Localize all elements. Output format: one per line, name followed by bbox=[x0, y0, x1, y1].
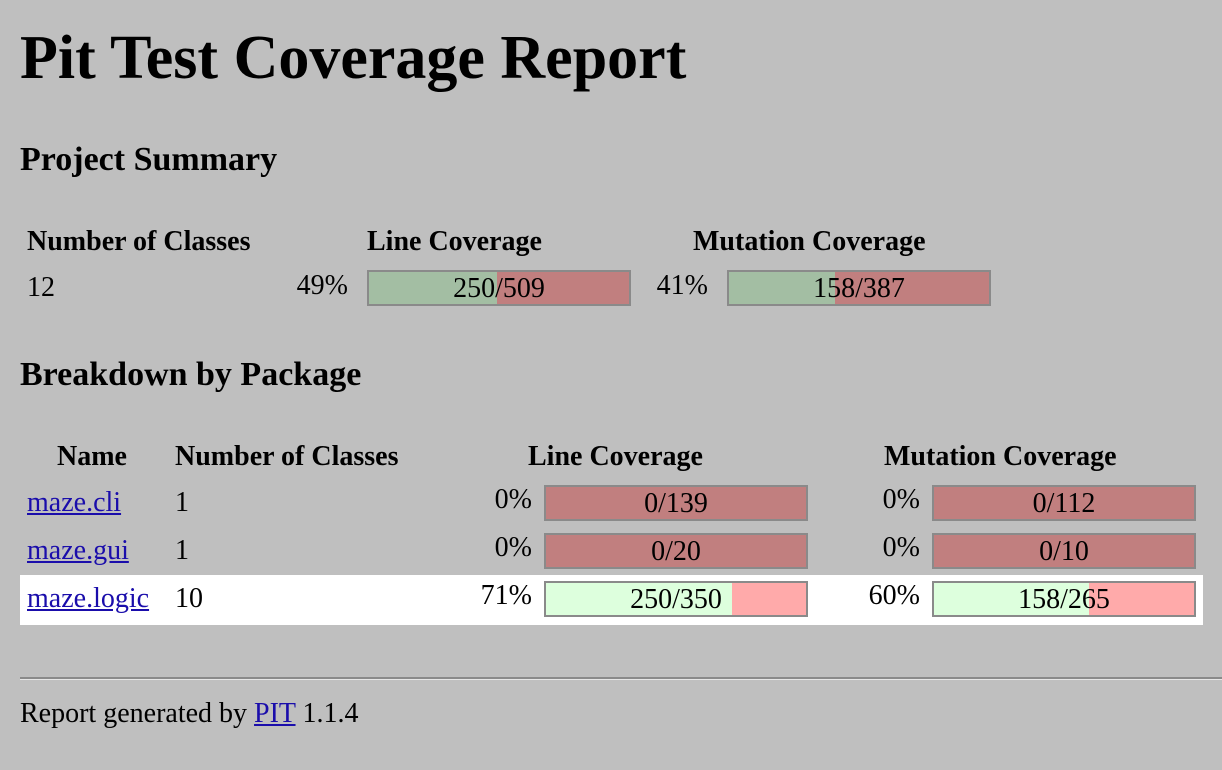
package-mutation-covered-fill bbox=[934, 583, 1089, 615]
package-line-ratio: 0/139 bbox=[644, 488, 708, 519]
summary-classes-value: 12 bbox=[27, 272, 55, 303]
summary-mutation-covered-fill bbox=[729, 272, 836, 304]
package-mutation-ratio: 158/265 bbox=[1018, 584, 1110, 615]
breakdown-classes-header: Number of Classes bbox=[175, 441, 399, 472]
package-link-maze-gui[interactable]: maze.gui bbox=[27, 535, 129, 566]
package-mutation-coverage-bar: 158/265 bbox=[932, 581, 1196, 617]
summary-mutation-percent: 41% bbox=[656, 270, 708, 301]
package-line-coverage-bar: 0/20 bbox=[544, 533, 808, 569]
package-line-ratio: 0/20 bbox=[651, 536, 701, 567]
package-line-percent: 0% bbox=[494, 484, 532, 515]
pit-link[interactable]: PIT bbox=[254, 698, 296, 729]
breakdown-name-header: Name bbox=[57, 441, 127, 472]
package-mutation-coverage-bar: 0/112 bbox=[932, 485, 1196, 521]
footer-prefix: Report generated by bbox=[20, 698, 248, 729]
package-link-maze-cli[interactable]: maze.cli bbox=[27, 487, 122, 518]
package-mutation-coverage-bar: 0/10 bbox=[932, 533, 1196, 569]
project-summary-heading: Project Summary bbox=[20, 141, 278, 178]
page-title: Pit Test Coverage Report bbox=[20, 24, 687, 92]
footer-version: 1.1.4 bbox=[302, 698, 359, 729]
summary-line-covered-fill bbox=[369, 272, 497, 304]
package-classes: 10 bbox=[175, 583, 203, 614]
summary-line-header: Line Coverage bbox=[367, 226, 542, 257]
summary-line-coverage-bar: 250/509 bbox=[367, 270, 631, 306]
summary-line-ratio: 250/509 bbox=[453, 273, 545, 304]
package-mutation-percent: 0% bbox=[882, 484, 920, 515]
breakdown-mutation-header: Mutation Coverage bbox=[884, 441, 1117, 472]
package-classes: 1 bbox=[175, 487, 189, 518]
breakdown-heading: Breakdown by Package bbox=[20, 356, 362, 393]
summary-mutation-header: Mutation Coverage bbox=[693, 226, 926, 257]
summary-mutation-ratio: 158/387 bbox=[813, 273, 905, 304]
package-line-coverage-bar: 0/139 bbox=[544, 485, 808, 521]
package-line-percent: 71% bbox=[480, 580, 532, 611]
package-line-coverage-bar: 250/350 bbox=[544, 581, 808, 617]
summary-mutation-coverage-bar: 158/387 bbox=[727, 270, 991, 306]
package-line-ratio: 250/350 bbox=[630, 584, 722, 615]
summary-classes-header: Number of Classes bbox=[27, 226, 251, 257]
package-mutation-ratio: 0/10 bbox=[1039, 536, 1089, 567]
package-line-percent: 0% bbox=[494, 532, 532, 563]
summary-line-percent: 49% bbox=[296, 270, 348, 301]
footer: Report generated by PIT 1.1.4 bbox=[20, 697, 359, 731]
package-mutation-percent: 0% bbox=[882, 532, 920, 563]
footer-divider bbox=[20, 677, 1222, 680]
breakdown-line-header: Line Coverage bbox=[528, 441, 703, 472]
package-link-maze-logic[interactable]: maze.logic bbox=[27, 583, 150, 614]
package-mutation-ratio: 0/112 bbox=[1032, 488, 1096, 519]
package-line-covered-fill bbox=[546, 583, 732, 615]
package-classes: 1 bbox=[175, 535, 189, 566]
package-mutation-percent: 60% bbox=[868, 580, 920, 611]
